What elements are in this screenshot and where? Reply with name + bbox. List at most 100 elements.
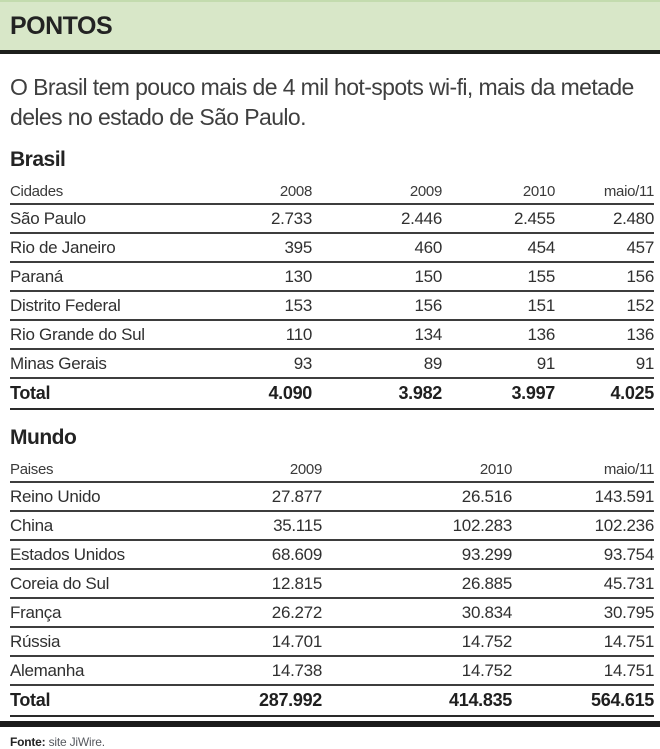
table-cell: 14.752 — [322, 656, 512, 686]
table-row: Rio de Janeiro 395 460 454 457 — [10, 233, 654, 263]
table-cell: 30.834 — [322, 598, 512, 628]
table-cell: 156 — [312, 291, 442, 321]
column-header: 2010 — [442, 174, 555, 205]
table-cell: 35.115 — [222, 511, 322, 541]
table-cell: 564.615 — [512, 685, 654, 717]
table-row: Reino Unido 27.877 26.516 143.591 — [10, 482, 654, 512]
bottom-rule — [0, 721, 660, 727]
table-row: Rússia 14.701 14.752 14.751 — [10, 627, 654, 657]
row-label: Rio de Janeiro — [10, 233, 222, 263]
table-cell: 102.283 — [322, 511, 512, 541]
table-cell: 14.751 — [512, 656, 654, 686]
table-cell: 2.480 — [555, 204, 654, 234]
row-label: Alemanha — [10, 656, 222, 686]
table-cell: 102.236 — [512, 511, 654, 541]
source-label: Fonte: — [10, 735, 46, 749]
table-cell: 156 — [555, 262, 654, 292]
row-label: Rio Grande do Sul — [10, 320, 222, 350]
source-text: site JiWire. — [48, 735, 105, 749]
table-cell: 89 — [312, 349, 442, 379]
table-cell: 14.738 — [222, 656, 322, 686]
row-label: São Paulo — [10, 204, 222, 234]
table-cell: 152 — [555, 291, 654, 321]
row-label: Distrito Federal — [10, 291, 222, 321]
table-cell: 143.591 — [512, 482, 654, 512]
row-label: Reino Unido — [10, 482, 222, 512]
row-label: China — [10, 511, 222, 541]
table-cell: 457 — [555, 233, 654, 263]
mundo-table: Paises 2009 2010 maio/11 Reino Unido 27.877 2… — [10, 452, 654, 717]
table-row: Rio Grande do Sul 110 134 136 136 — [10, 320, 654, 350]
table-row: Estados Unidos 68.609 93.299 93.754 — [10, 540, 654, 570]
table-cell: 454 — [442, 233, 555, 263]
table-cell: 287.992 — [222, 685, 322, 717]
section-title-mundo: Mundo — [10, 426, 77, 449]
column-header: Paises — [10, 452, 222, 483]
table-cell: 150 — [312, 262, 442, 292]
table-cell: 4.025 — [555, 378, 654, 410]
table-row: Coreia do Sul 12.815 26.885 45.731 — [10, 569, 654, 599]
column-header: 2009 — [222, 452, 322, 483]
column-header: Cidades — [10, 174, 222, 205]
source-line: Fonte: site JiWire. — [10, 735, 650, 749]
table-cell: 30.795 — [512, 598, 654, 628]
table-cell: 136 — [555, 320, 654, 350]
table-cell: 4.090 — [222, 378, 312, 410]
table-row: Paraná 130 150 155 156 — [10, 262, 654, 292]
table-cell: 12.815 — [222, 569, 322, 599]
total-row: Total 287.992 414.835 564.615 — [10, 685, 654, 717]
row-label: Coreia do Sul — [10, 569, 222, 599]
table-cell: 2.446 — [312, 204, 442, 234]
page-title: PONTOS — [10, 11, 113, 40]
table-cell: 155 — [442, 262, 555, 292]
row-label: Total — [10, 685, 222, 717]
intro-text: O Brasil tem pouco mais de 4 mil hot-spo… — [10, 74, 634, 130]
table-cell: 68.609 — [222, 540, 322, 570]
table-cell: 14.751 — [512, 627, 654, 657]
table-cell: 91 — [442, 349, 555, 379]
table-row: Alemanha 14.738 14.752 14.751 — [10, 656, 654, 686]
table-row: Minas Gerais 93 89 91 91 — [10, 349, 654, 379]
table-cell: 130 — [222, 262, 312, 292]
table-cell: 93.299 — [322, 540, 512, 570]
table-row: São Paulo 2.733 2.446 2.455 2.480 — [10, 204, 654, 234]
table-row: França 26.272 30.834 30.795 — [10, 598, 654, 628]
table-cell: 395 — [222, 233, 312, 263]
table-cell: 91 — [555, 349, 654, 379]
table-cell: 14.752 — [322, 627, 512, 657]
table-cell: 151 — [442, 291, 555, 321]
brasil-table: Cidades 2008 2009 2010 maio/11 São Paulo 2.73… — [10, 174, 654, 410]
table-cell: 2.733 — [222, 204, 312, 234]
table-cell: 3.982 — [312, 378, 442, 410]
row-label: Paraná — [10, 262, 222, 292]
column-header: 2009 — [312, 174, 442, 205]
header-band: PONTOS — [0, 0, 660, 54]
row-label: Minas Gerais — [10, 349, 222, 379]
table-cell: 93 — [222, 349, 312, 379]
table-cell: 153 — [222, 291, 312, 321]
column-header: maio/11 — [555, 174, 654, 205]
table-cell: 136 — [442, 320, 555, 350]
table-cell: 45.731 — [512, 569, 654, 599]
table-cell: 26.516 — [322, 482, 512, 512]
column-header: 2008 — [222, 174, 312, 205]
table-cell: 2.455 — [442, 204, 555, 234]
column-header: 2010 — [322, 452, 512, 483]
brasil-header-row: Cidades 2008 2009 2010 maio/11 — [10, 174, 654, 205]
table-cell: 134 — [312, 320, 442, 350]
table-cell: 3.997 — [442, 378, 555, 410]
table-cell: 110 — [222, 320, 312, 350]
table-row: Distrito Federal 153 156 151 152 — [10, 291, 654, 321]
row-label: França — [10, 598, 222, 628]
total-row: Total 4.090 3.982 3.997 4.025 — [10, 378, 654, 410]
row-label: Total — [10, 378, 222, 410]
section-title-brasil: Brasil — [10, 148, 66, 171]
table-cell: 26.272 — [222, 598, 322, 628]
table-cell: 14.701 — [222, 627, 322, 657]
table-cell: 414.835 — [322, 685, 512, 717]
table-row: China 35.115 102.283 102.236 — [10, 511, 654, 541]
table-cell: 460 — [312, 233, 442, 263]
column-header: maio/11 — [512, 452, 654, 483]
mundo-header-row: Paises 2009 2010 maio/11 — [10, 452, 654, 483]
